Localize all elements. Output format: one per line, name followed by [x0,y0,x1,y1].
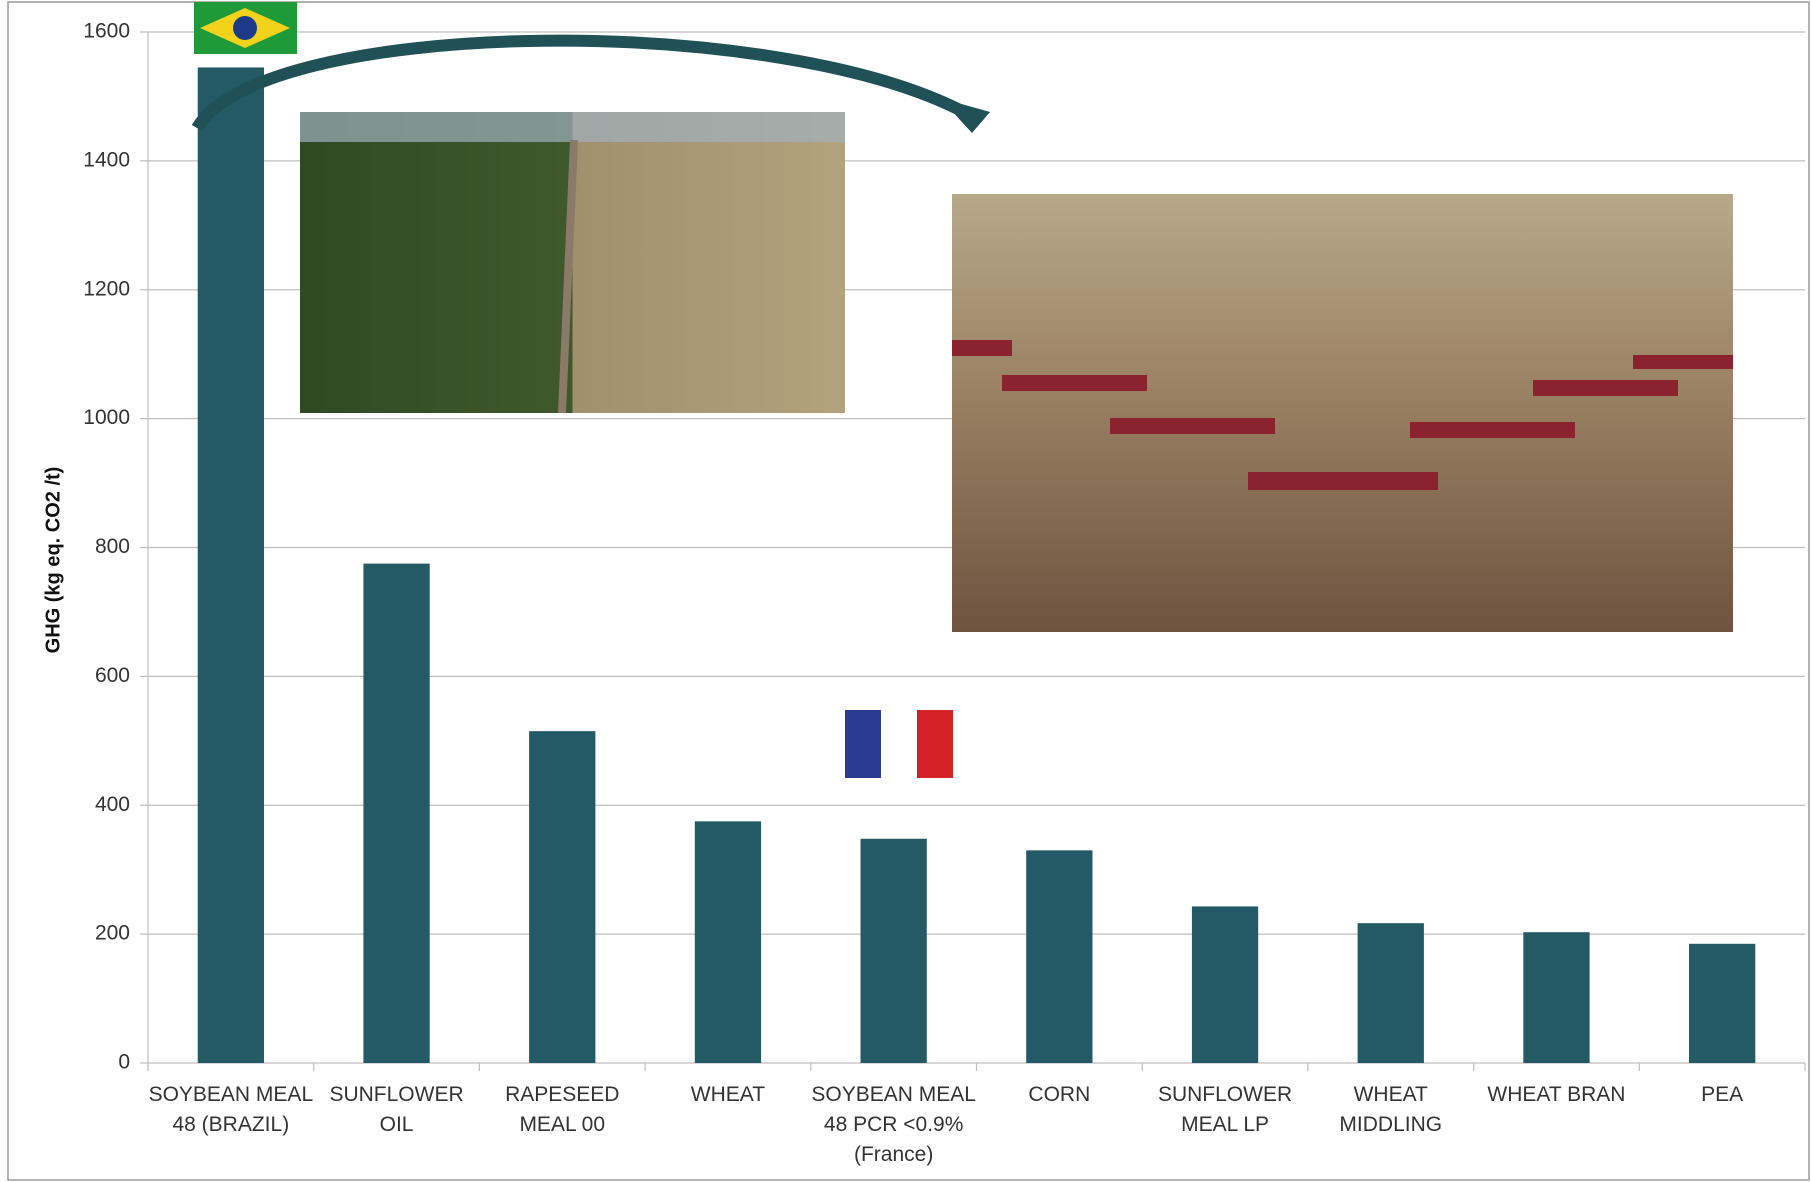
x-tick-label: SOYBEAN MEAL 48 (BRAZIL) [149,1083,314,1136]
bar [363,563,430,1063]
x-tick-label: WHEAT [691,1083,765,1106]
decorations [191,2,1733,778]
y-tick-label: 600 [95,664,130,687]
france-flag-blue [845,710,881,778]
y-tick-label: 800 [95,535,130,558]
bar [860,838,927,1063]
arrow [191,34,963,132]
x-tick-label: SUNFLOWER MEAL LP [1158,1083,1292,1136]
y-tick-label: 400 [95,793,130,816]
bar [1357,923,1424,1063]
y-axis-label: GHG (kg eq. CO2 /t) [42,467,64,654]
chart-border [7,1,1810,1181]
bar [529,731,596,1063]
bar [694,821,762,1063]
bar [1191,906,1259,1063]
x-tick-label: RAPESEED MEAL 00 [505,1083,619,1136]
harvesters [952,340,1733,490]
x-tick-label: SUNFLOWER OIL [329,1083,463,1136]
y-tick-label: 0 [118,1051,130,1074]
y-tick-label: 200 [95,922,130,945]
bar [1689,943,1756,1063]
x-tick-label: SOYBEAN MEAL 48 PCR <0.9% (France) [811,1083,976,1166]
y-tick-label: 1200 [83,277,130,300]
bar [1523,932,1590,1063]
bar [1026,850,1093,1063]
arrow-head [940,98,990,133]
x-tick-label: WHEAT BRAN [1487,1083,1625,1106]
france-flag-red [917,710,953,778]
flag-globe [233,16,257,40]
photo-sky [300,112,845,142]
y-tick-label: 1600 [83,20,130,43]
x-tick-label: CORN [1028,1083,1090,1106]
y-tick-label: 1400 [83,148,130,171]
y-tick-label: 1000 [83,406,130,429]
bar [197,67,264,1064]
harvest-photo [952,194,1733,632]
bars [197,67,1756,1064]
france-flag-white [881,710,917,778]
x-tick-label: WHEAT MIDDLING [1339,1083,1442,1136]
x-tick-label: PEA [1701,1083,1743,1106]
photo-road [558,139,578,414]
